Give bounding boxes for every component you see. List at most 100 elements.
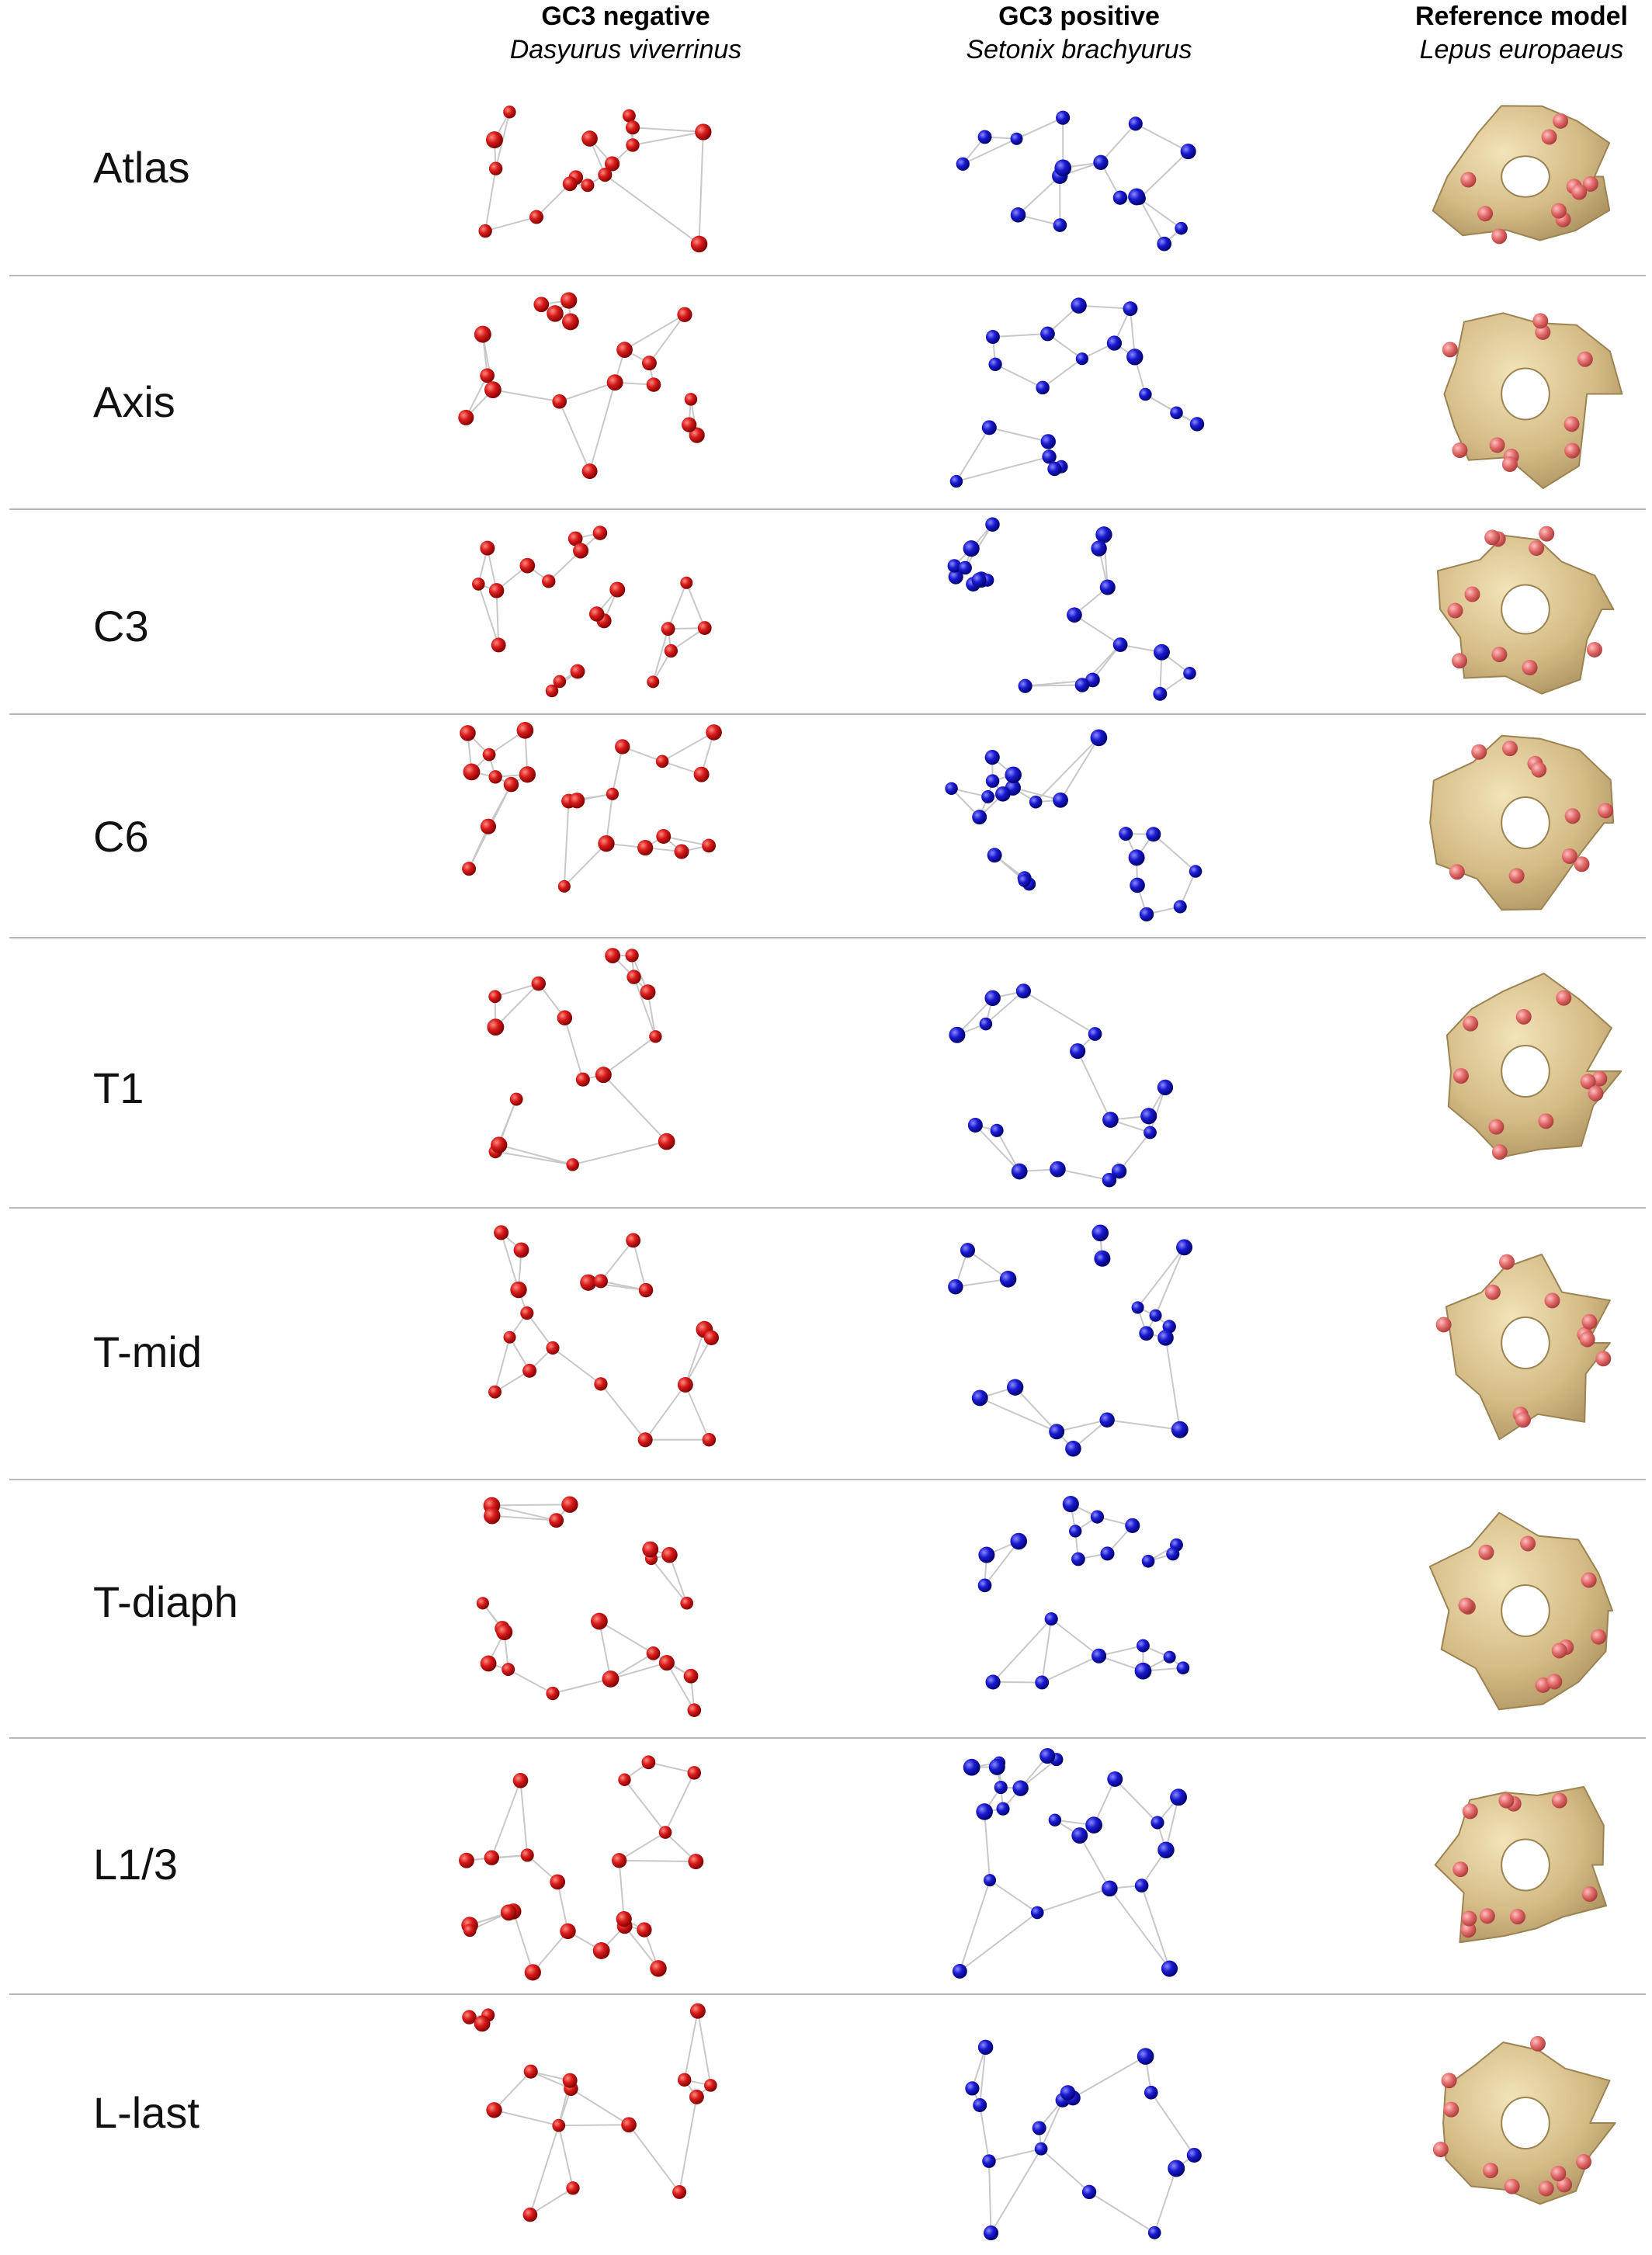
landmark-point: [1112, 637, 1128, 652]
landmark-point: [557, 879, 571, 893]
landmark-point: [612, 1853, 627, 1868]
reference-landmark: [1564, 416, 1580, 432]
landmark-point: [494, 1225, 509, 1240]
landmark-point: [1123, 301, 1138, 317]
landmark-point: [985, 517, 1000, 532]
landmark-point: [664, 644, 678, 658]
landmark-point: [982, 2154, 996, 2168]
wireframe-edge: [529, 2125, 560, 2215]
reference-landmark: [1458, 1598, 1474, 1614]
landmark-point: [1140, 1108, 1157, 1125]
landmark-point: [965, 2081, 980, 2096]
landmark-point: [1157, 1841, 1175, 1859]
wireframe-edge: [989, 1879, 1038, 1913]
landmark-point: [972, 810, 987, 825]
landmark-point: [573, 543, 589, 559]
landmark-point: [703, 2079, 717, 2092]
wireframe-edge: [1139, 197, 1182, 229]
wireframe-edge: [557, 2125, 574, 2189]
wireframe-edge: [1057, 1168, 1110, 1181]
wireframe-edge: [1149, 1087, 1166, 1133]
wireframe-edge: [598, 1621, 612, 1680]
landmark-point: [626, 138, 640, 152]
landmark-point: [1093, 154, 1109, 170]
landmark-point: [672, 2184, 687, 2199]
landmark-point: [560, 1923, 576, 1940]
landmark-point: [1010, 132, 1023, 145]
landmark-point: [480, 1655, 497, 1672]
landmark-point: [1131, 1301, 1144, 1314]
landmark-point: [1088, 1027, 1102, 1041]
row-label-l1-3: L1/3: [93, 1840, 178, 1889]
landmark-point: [516, 722, 534, 739]
row-label-t-diaph: T-diaph: [93, 1577, 238, 1626]
landmark-point: [488, 161, 503, 175]
landmark-point: [595, 1067, 612, 1084]
landmark-point: [677, 2073, 692, 2087]
landmark-point: [979, 1017, 993, 1031]
wireframe-edge: [992, 1618, 1052, 1683]
landmark-point: [1090, 729, 1108, 747]
wireframe-edge: [552, 1677, 611, 1695]
wireframe-edge: [493, 2070, 532, 2111]
landmark-point: [967, 1117, 983, 1133]
landmark-point: [503, 106, 516, 119]
column-header-reference: Reference model Lepus europaeus: [1382, 0, 1652, 67]
landmark-point: [1128, 849, 1145, 866]
wireframe-edge: [610, 1662, 668, 1680]
negative-wireframe: [460, 722, 722, 893]
column-species: Dasyurus viverrinus: [509, 35, 742, 64]
landmark-point: [949, 1026, 966, 1043]
landmark-point: [1161, 1960, 1178, 1977]
negative-wireframe: [476, 1496, 702, 1717]
negative-wireframe: [478, 106, 712, 253]
wireframe-edge: [602, 1036, 656, 1076]
wireframe-edge: [1153, 833, 1196, 873]
landmark-point: [1010, 1532, 1028, 1550]
landmark-point: [621, 2117, 637, 2133]
landmark-point: [687, 1703, 702, 1717]
landmark-point: [1062, 1496, 1079, 1513]
wireframe-edge: [667, 582, 688, 630]
reference-landmark: [1432, 2142, 1449, 2158]
wireframe-edge: [1042, 358, 1083, 389]
landmark-point: [985, 1674, 1001, 1690]
vertebral-foramen: [1501, 1045, 1550, 1098]
landmark-point: [1149, 1309, 1162, 1322]
wireframe-edge: [1138, 198, 1165, 245]
landmark-point: [684, 393, 698, 406]
landmark-point: [1130, 877, 1145, 893]
landmark-point: [682, 417, 697, 432]
landmark-point: [677, 307, 692, 322]
wireframe-edge: [600, 1383, 646, 1441]
landmark-point: [626, 970, 641, 984]
landmark-point: [491, 1136, 508, 1154]
reference-model: [1435, 1254, 1612, 1441]
landmark-point: [552, 2118, 566, 2132]
reference-landmark: [1541, 129, 1557, 145]
reference-landmark: [1564, 808, 1581, 824]
wireframe-edge: [465, 375, 488, 418]
landmark-point: [1040, 326, 1055, 342]
reference-landmark: [1491, 647, 1508, 663]
landmark-point: [1154, 644, 1170, 661]
reference-landmark: [1550, 203, 1567, 219]
landmark-point: [463, 763, 481, 781]
landmark-point: [1010, 207, 1026, 223]
landmark-point: [553, 675, 567, 689]
positive-wireframe: [956, 110, 1196, 252]
row-label-t1: T1: [93, 1063, 144, 1112]
reference-landmark: [1556, 990, 1572, 1006]
wireframe-edge: [1154, 1247, 1185, 1317]
landmark-point: [680, 1596, 693, 1610]
reference-landmark: [1576, 2154, 1592, 2170]
landmark-point: [606, 374, 623, 391]
reference-landmark: [1574, 856, 1590, 873]
positive-wireframe: [945, 729, 1203, 922]
landmark-point: [948, 1279, 963, 1295]
wireframe-edge: [648, 1761, 695, 1774]
landmark-point: [472, 578, 485, 591]
row-label-l-last: L-last: [93, 2088, 200, 2137]
reference-landmark: [1460, 1922, 1477, 1938]
